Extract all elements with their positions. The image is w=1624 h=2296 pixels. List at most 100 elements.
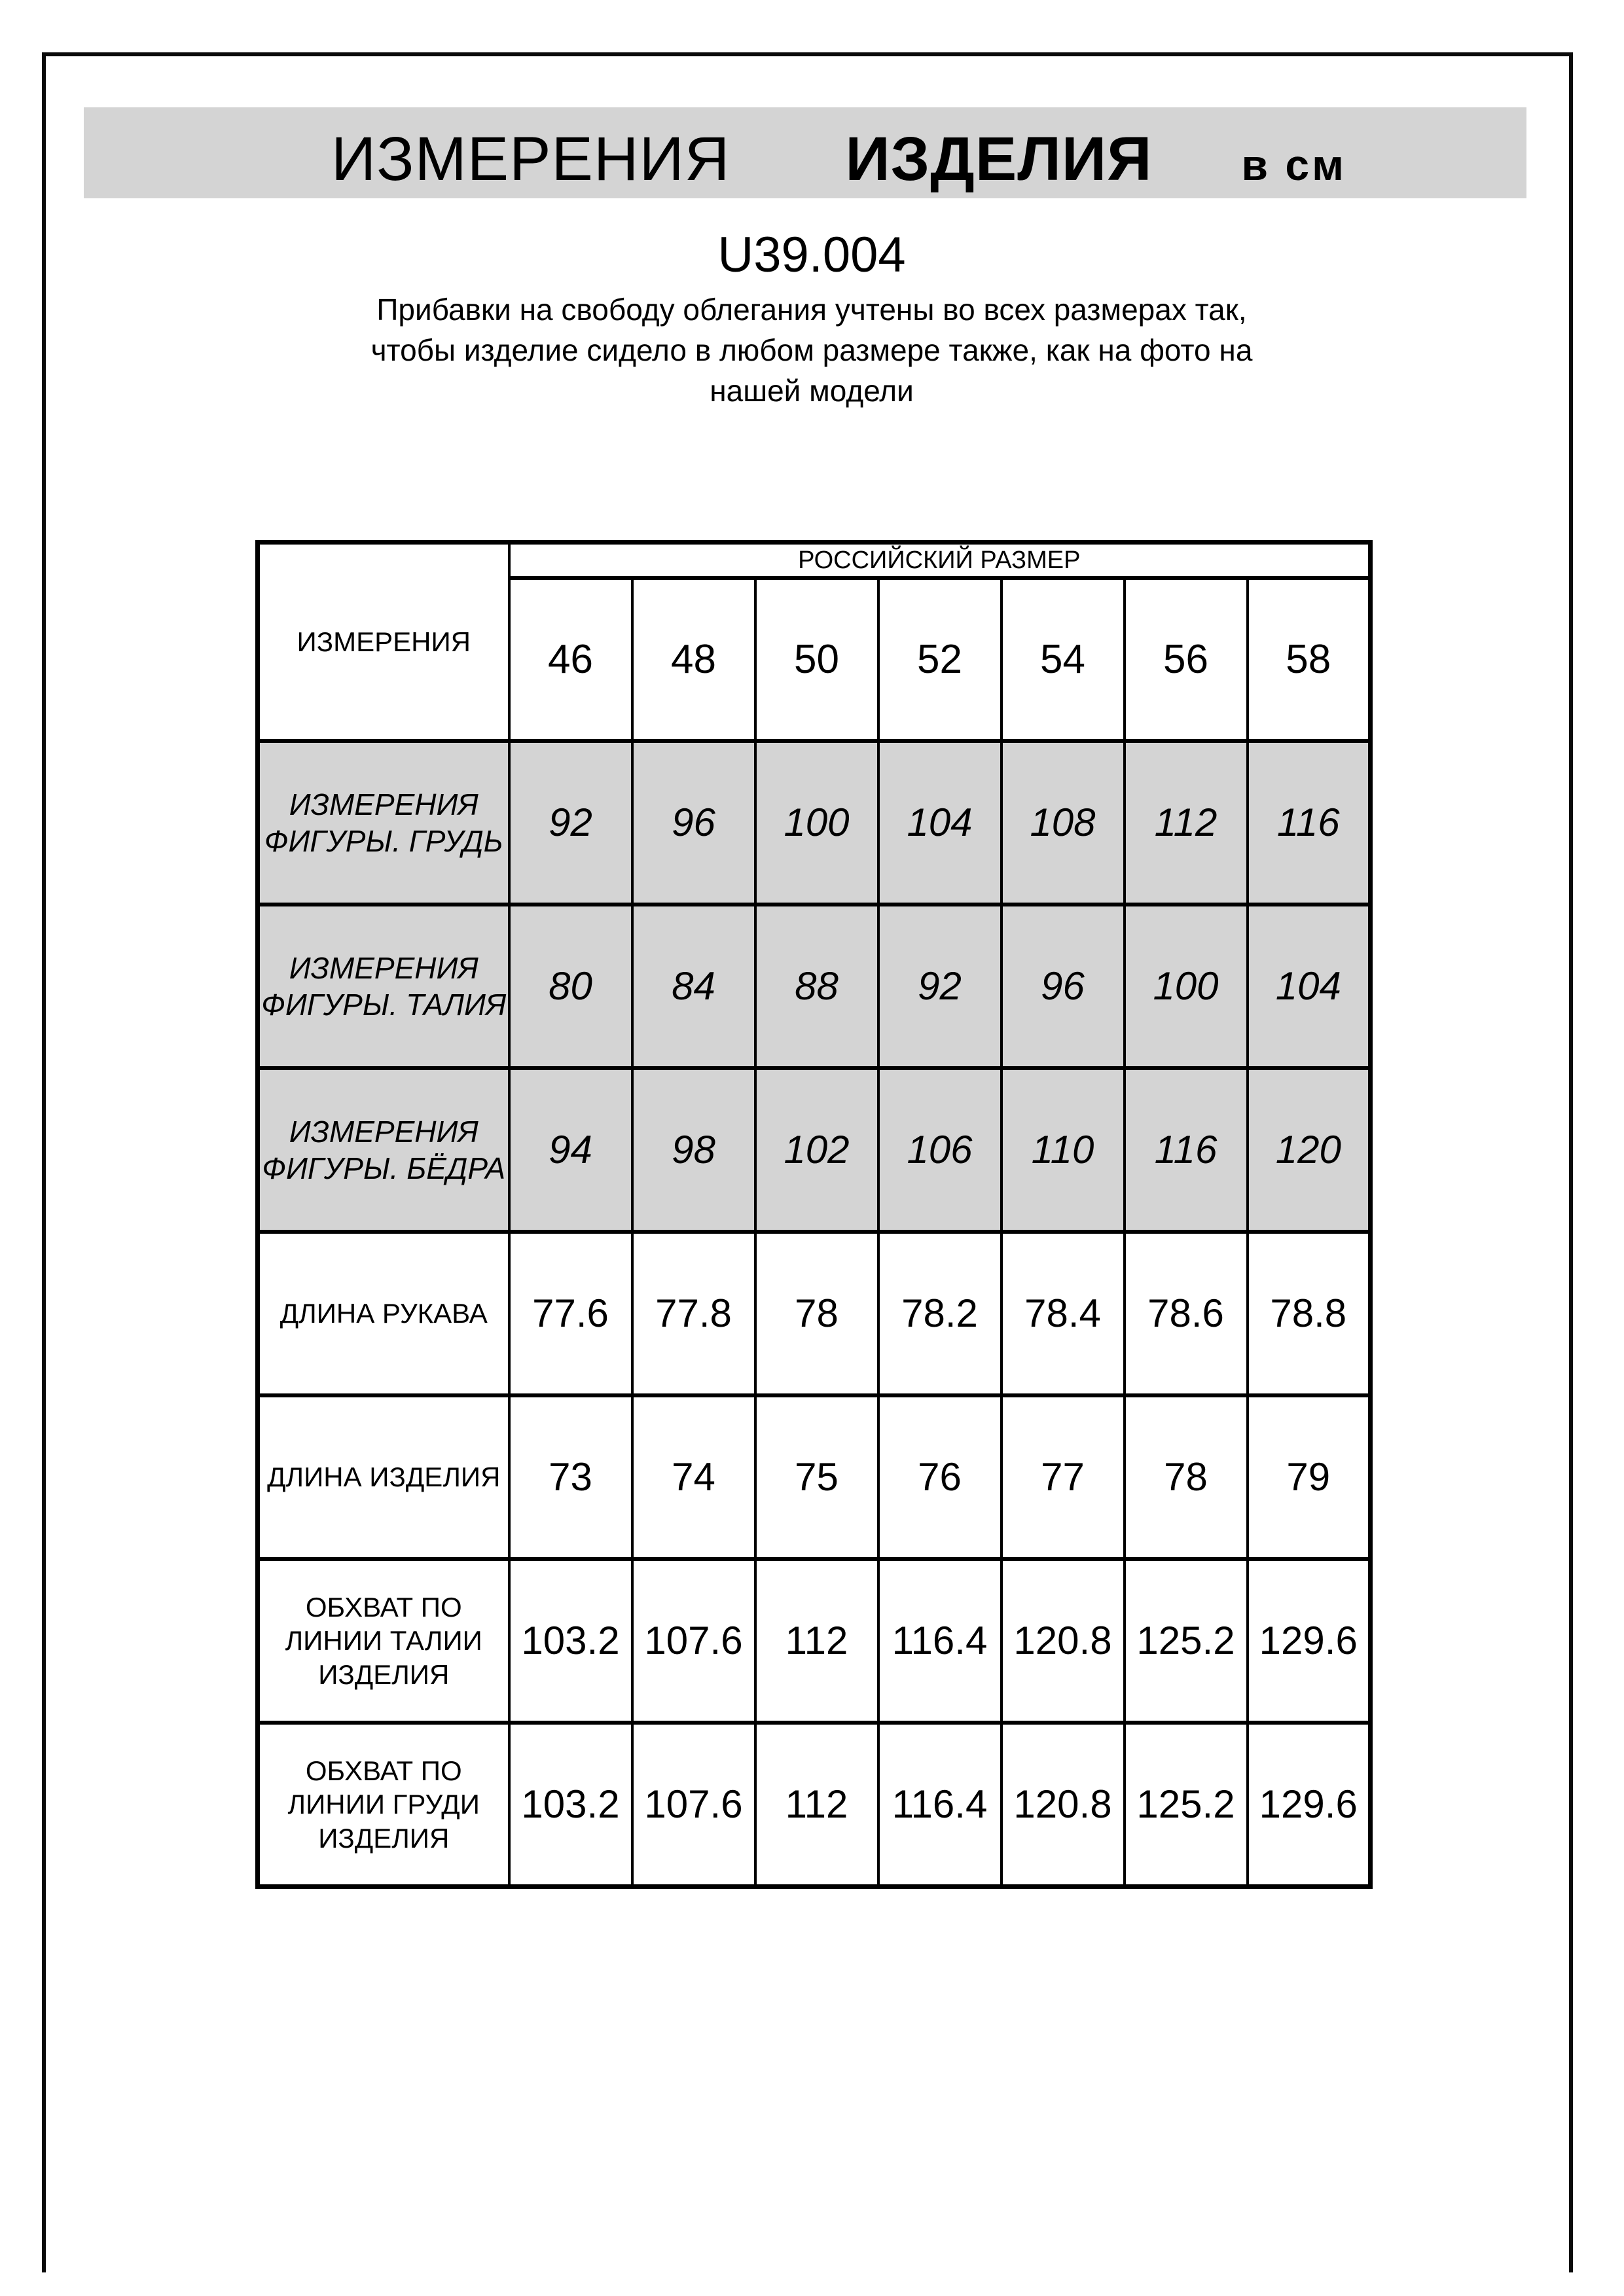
cell-value: 116.4 <box>892 1619 988 1662</box>
title-units-label: в см <box>1241 141 1346 189</box>
size-numbers-row: 46 48 50 52 54 56 58 <box>258 576 1372 743</box>
size-header-cell: 52 <box>876 576 1003 743</box>
value-cell: 104 <box>876 739 1003 906</box>
value-cell: 98 <box>630 1066 757 1234</box>
value-cell: 73 <box>507 1393 634 1561</box>
value-cell: 80 <box>507 903 634 1070</box>
cell-value: 102 <box>784 1128 850 1172</box>
cell-value: 98 <box>672 1128 715 1172</box>
row-label-cell: ОБХВАТ ПО ЛИНИИ ГРУДИ ИЗДЕЛИЯ <box>256 1721 511 1889</box>
value-cell: 78 <box>753 1230 880 1397</box>
value-cell: 79 <box>1246 1393 1372 1561</box>
table-header-row: ИЗМЕРЕНИЯ РОССИЙСКИЙ РАЗМЕР <box>256 540 1372 743</box>
value-cell: 112 <box>1123 739 1249 906</box>
cell-value: 112 <box>785 1782 848 1826</box>
cell-value: 88 <box>795 964 839 1008</box>
value-cell: 92 <box>876 903 1003 1070</box>
value-cell: 125.2 <box>1123 1721 1249 1889</box>
value-cell: 77 <box>1000 1393 1126 1561</box>
table-row-figure-chest: ИЗМЕРЕНИЯ ФИГУРЫ. ГРУДЬ 92 96 100 104 10… <box>256 739 1372 906</box>
value-cell: 116.4 <box>876 1557 1003 1725</box>
fit-note-line-2: чтобы изделие сидело в любом размере так… <box>370 333 1253 367</box>
value-cell: 120 <box>1246 1066 1372 1234</box>
table-row-sleeve-length: ДЛИНА РУКАВА 77.6 77.8 78 78.2 78.4 78.6… <box>256 1230 1372 1397</box>
value-cell: 112 <box>753 1557 880 1725</box>
value-cell: 76 <box>876 1393 1003 1561</box>
row-label: ДЛИНА РУКАВА <box>280 1298 488 1329</box>
cell-value: 80 <box>549 964 592 1008</box>
cell-value: 78.2 <box>901 1291 978 1335</box>
cell-value: 103.2 <box>521 1782 620 1826</box>
fit-note-line-1: Прибавки на свободу облегания учтены во … <box>376 293 1247 327</box>
value-cell: 104 <box>1246 903 1372 1070</box>
row-label: ИЗМЕРЕНИЯ ФИГУРЫ. БЁДРА <box>262 1114 506 1185</box>
row-label: ИЗМЕРЕНИЯ ФИГУРЫ. ТАЛИЯ <box>261 950 507 1022</box>
row-label: ИЗМЕРЕНИЯ ФИГУРЫ. ГРУДЬ <box>264 787 503 858</box>
cell-value: 100 <box>784 800 850 844</box>
value-cell: 107.6 <box>630 1721 757 1889</box>
size-label: 48 <box>671 637 716 682</box>
value-cell: 75 <box>753 1393 880 1561</box>
value-cell: 78 <box>1123 1393 1249 1561</box>
size-header-cell: 48 <box>630 576 757 743</box>
value-cell: 125.2 <box>1123 1557 1249 1725</box>
size-group-header-label: РОССИЙСКИЙ РАЗМЕР <box>798 546 1081 574</box>
title-bar: ИЗМЕРЕНИЯ ИЗДЕЛИЯ в см <box>84 107 1526 198</box>
size-header-cell: 50 <box>753 576 880 743</box>
value-cell: 129.6 <box>1246 1721 1372 1889</box>
size-table: ИЗМЕРЕНИЯ РОССИЙСКИЙ РАЗМЕР 46 48 50 52 … <box>255 540 1373 1889</box>
value-cell: 77.8 <box>630 1230 757 1397</box>
value-cell: 110 <box>1000 1066 1126 1234</box>
page-border-frame <box>42 52 1573 2272</box>
cell-value: 129.6 <box>1259 1782 1358 1826</box>
cell-value: 84 <box>672 964 715 1008</box>
cell-value: 77.8 <box>655 1291 732 1335</box>
cell-value: 73 <box>549 1455 592 1499</box>
cell-value: 96 <box>1041 964 1085 1008</box>
product-code: U39.004 <box>717 227 906 283</box>
cell-value: 79 <box>1286 1455 1331 1499</box>
cell-value: 92 <box>549 800 592 844</box>
value-cell: 103.2 <box>507 1557 634 1725</box>
table-row-item-length: ДЛИНА ИЗДЕЛИЯ 73 74 75 76 77 78 79 <box>256 1393 1372 1561</box>
table-row-figure-hips: ИЗМЕРЕНИЯ ФИГУРЫ. БЁДРА 94 98 102 106 11… <box>256 1066 1372 1234</box>
cell-value: 78.8 <box>1270 1291 1347 1335</box>
value-cell: 78.6 <box>1123 1230 1249 1397</box>
cell-value: 77.6 <box>532 1291 609 1335</box>
table-row-chest-girth: ОБХВАТ ПО ЛИНИИ ГРУДИ ИЗДЕЛИЯ 103.2 107.… <box>256 1721 1372 1889</box>
size-label: 54 <box>1040 637 1085 682</box>
cell-value: 104 <box>1275 964 1341 1008</box>
title-product-word: ИЗДЕЛИЯ <box>845 124 1153 194</box>
row-label: ДЛИНА ИЗДЕЛИЯ <box>267 1462 501 1493</box>
row-label-cell: ДЛИНА РУКАВА <box>256 1230 511 1397</box>
size-label: 50 <box>794 637 839 682</box>
value-cell: 78.8 <box>1246 1230 1372 1397</box>
cell-value: 120.8 <box>1013 1619 1112 1662</box>
cell-value: 96 <box>672 800 715 844</box>
corner-header-cell: ИЗМЕРЕНИЯ <box>256 540 511 743</box>
cell-value: 125.2 <box>1136 1619 1235 1662</box>
value-cell: 74 <box>630 1393 757 1561</box>
size-header-cell: 58 <box>1246 576 1372 743</box>
cell-value: 74 <box>672 1455 715 1499</box>
value-cell: 100 <box>1123 903 1249 1070</box>
value-cell: 96 <box>630 739 757 906</box>
cell-value: 78 <box>795 1291 839 1335</box>
cell-value: 112 <box>1154 800 1218 844</box>
cell-value: 78.6 <box>1147 1291 1224 1335</box>
size-label: 58 <box>1286 637 1331 682</box>
row-label-cell: ИЗМЕРЕНИЯ ФИГУРЫ. ТАЛИЯ <box>256 903 511 1070</box>
cell-value: 103.2 <box>521 1619 620 1662</box>
value-cell: 116 <box>1123 1066 1249 1234</box>
value-cell: 94 <box>507 1066 634 1234</box>
cell-value: 107.6 <box>644 1782 743 1826</box>
row-label: ОБХВАТ ПО ЛИНИИ ГРУДИ ИЗДЕЛИЯ <box>287 1755 480 1854</box>
value-cell: 108 <box>1000 739 1126 906</box>
row-label-cell: ОБХВАТ ПО ЛИНИИ ТАЛИИ ИЗДЕЛИЯ <box>256 1557 511 1725</box>
value-cell: 78.4 <box>1000 1230 1126 1397</box>
cell-value: 94 <box>549 1128 592 1172</box>
row-label-cell: ИЗМЕРЕНИЯ ФИГУРЫ. БЁДРА <box>256 1066 511 1234</box>
value-cell: 88 <box>753 903 880 1070</box>
size-header-cell: 46 <box>507 576 634 743</box>
value-cell: 78.2 <box>876 1230 1003 1397</box>
